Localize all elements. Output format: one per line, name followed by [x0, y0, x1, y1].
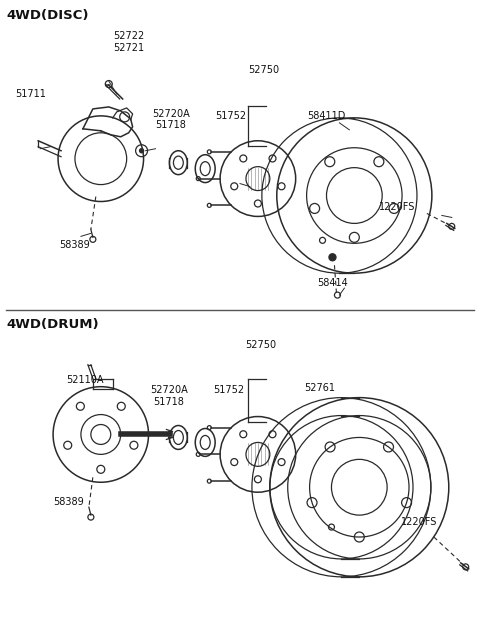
Text: 58389: 58389	[59, 240, 90, 250]
Circle shape	[140, 149, 144, 152]
Text: 52761: 52761	[305, 382, 336, 392]
Text: 51711: 51711	[15, 89, 46, 99]
Text: 1220FS: 1220FS	[379, 202, 416, 212]
Circle shape	[329, 254, 336, 261]
Text: 52110A: 52110A	[66, 375, 104, 385]
Text: 52722: 52722	[113, 32, 144, 41]
Text: 4WD(DISC): 4WD(DISC)	[6, 9, 89, 22]
Text: 51752: 51752	[215, 111, 246, 121]
Text: 51718: 51718	[156, 120, 186, 130]
Text: 52720A: 52720A	[151, 385, 188, 394]
Text: 51718: 51718	[154, 397, 184, 406]
Text: 58414: 58414	[318, 278, 348, 288]
Text: 52720A: 52720A	[153, 109, 190, 119]
Text: 51752: 51752	[213, 385, 244, 394]
Text: 4WD(DRUM): 4WD(DRUM)	[6, 318, 99, 331]
Text: 52721: 52721	[113, 43, 144, 53]
Text: 58389: 58389	[53, 497, 84, 507]
Text: 58411D: 58411D	[308, 111, 346, 121]
Text: 52750: 52750	[248, 65, 279, 75]
Text: 1220FS: 1220FS	[401, 517, 437, 527]
Text: 52750: 52750	[245, 340, 276, 350]
